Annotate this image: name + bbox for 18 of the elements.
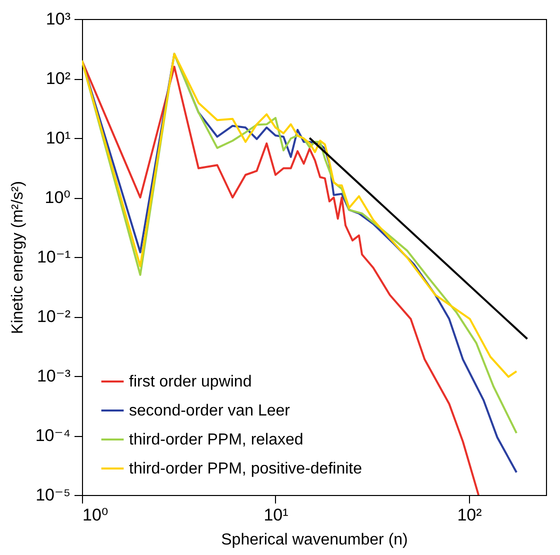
y-tick-label: 10⁻⁴ <box>35 426 70 445</box>
y-tick-label: 10³ <box>46 10 71 28</box>
y-tick-label: 10⁻⁵ <box>36 486 70 504</box>
legend-label: first order upwind <box>129 374 252 390</box>
y-tick-label: 10¹ <box>46 128 71 148</box>
y-tick-label: 10⁰ <box>44 188 71 207</box>
x-axis-title: Spherical wavenumber (n) <box>221 532 408 548</box>
y-tick-label: 10⁻² <box>36 307 71 326</box>
y-tick-label: 10⁻³ <box>36 366 71 386</box>
legend-label: third-order PPM, positive-definite <box>129 460 362 478</box>
legend-label: second-order van Leer <box>129 402 291 420</box>
x-tick-label: 10⁰ <box>82 506 108 524</box>
x-tick-label: 10² <box>457 506 482 524</box>
x-tick-label: 10¹ <box>264 506 289 524</box>
y-axis-title: Kinetic energy (m²/s²) <box>9 181 26 334</box>
y-tick-label: 10² <box>46 69 71 88</box>
legend-label: third-order PPM, relaxed <box>129 432 304 448</box>
y-tick-label: 10⁻¹ <box>36 248 71 266</box>
